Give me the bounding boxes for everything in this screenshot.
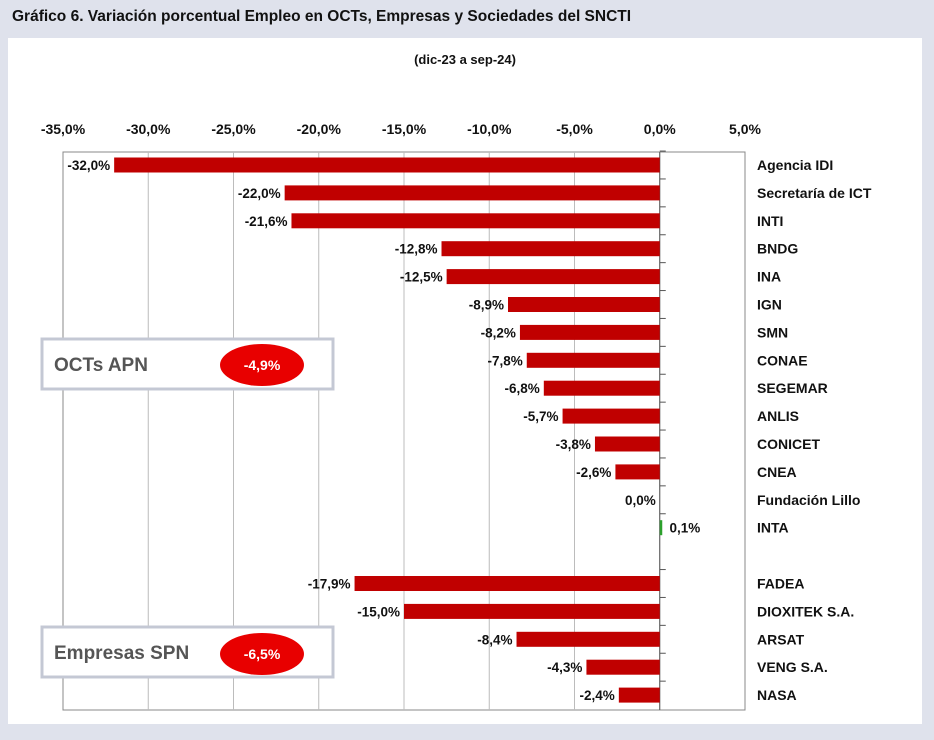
category-label: IGN [757, 297, 782, 313]
category-label: INA [757, 269, 781, 285]
x-tick-label: -25,0% [211, 121, 256, 137]
x-tick-label: -15,0% [382, 121, 427, 137]
bar [114, 157, 660, 173]
category-label: CONAE [757, 352, 808, 368]
x-tick-label: -10,0% [467, 121, 512, 137]
x-tick-label: -30,0% [126, 121, 171, 137]
bar [526, 352, 660, 368]
bar [446, 269, 660, 285]
x-tick-label: 0,0% [644, 121, 676, 137]
bar [586, 659, 660, 675]
bar [562, 408, 660, 424]
data-label: -8,2% [481, 325, 516, 340]
bar [543, 380, 660, 396]
bar [404, 603, 660, 619]
category-label: DIOXITEK S.A. [757, 603, 854, 619]
summary-box-label: OCTs APN [54, 355, 148, 376]
data-label: -8,4% [477, 632, 512, 647]
category-label: SEGEMAR [757, 380, 828, 396]
category-label: Agencia IDI [757, 157, 833, 173]
category-label: ANLIS [757, 408, 799, 424]
data-label: -32,0% [67, 158, 110, 173]
bar [354, 576, 660, 591]
bar [508, 297, 660, 312]
category-label: ARSAT [757, 631, 805, 647]
chart-header: Gráfico 6. Variación porcentual Empleo e… [0, 0, 934, 38]
category-label: Fundación Lillo [757, 492, 860, 508]
category-label: BNDG [757, 241, 798, 257]
data-label: -21,6% [245, 214, 288, 229]
data-label: -6,8% [505, 381, 540, 396]
x-tick-label: 5,0% [729, 121, 761, 137]
chart-subtitle: (dic-23 a sep-24) [414, 52, 516, 67]
data-label: -7,8% [487, 353, 522, 368]
bar [594, 436, 660, 452]
data-label: -2,4% [580, 688, 615, 703]
bar [615, 464, 660, 480]
category-label: CNEA [757, 464, 797, 480]
summary-box-label: Empresas SPN [54, 643, 189, 664]
category-label: FADEA [757, 576, 804, 592]
bar [441, 241, 660, 257]
data-label: -2,6% [576, 465, 611, 480]
bar [659, 520, 663, 536]
data-label: -3,8% [556, 437, 591, 452]
data-label: 0,1% [669, 521, 700, 536]
bar [516, 631, 660, 647]
category-label: VENG S.A. [757, 659, 828, 675]
x-tick-label: -5,0% [556, 121, 593, 137]
summary-badge-value: -4,9% [244, 357, 281, 373]
category-label: INTI [757, 213, 783, 229]
category-label: SMN [757, 324, 788, 340]
category-label: CONICET [757, 436, 820, 452]
data-label: -5,7% [523, 409, 558, 424]
data-label: -4,3% [547, 660, 582, 675]
category-label: NASA [757, 687, 797, 703]
chart-title: Gráfico 6. Variación porcentual Empleo e… [12, 8, 632, 25]
bar [284, 185, 660, 201]
data-label: 0,0% [625, 493, 656, 508]
x-tick-label: -35,0% [41, 121, 86, 137]
data-label: -12,5% [400, 270, 443, 285]
category-label: Secretaría de ICT [757, 185, 872, 201]
category-label: INTA [757, 520, 789, 536]
data-label: -8,9% [469, 298, 504, 313]
data-label: -15,0% [357, 604, 400, 619]
data-label: -12,8% [395, 242, 438, 257]
bar [519, 324, 660, 340]
summary-badge [220, 344, 304, 386]
data-label: -17,9% [308, 577, 351, 592]
summary-badge [220, 633, 304, 675]
summary-badge-value: -6,5% [244, 646, 281, 662]
bar [291, 213, 660, 229]
x-tick-label: -20,0% [297, 121, 342, 137]
bar [618, 687, 660, 703]
data-label: -22,0% [238, 186, 281, 201]
